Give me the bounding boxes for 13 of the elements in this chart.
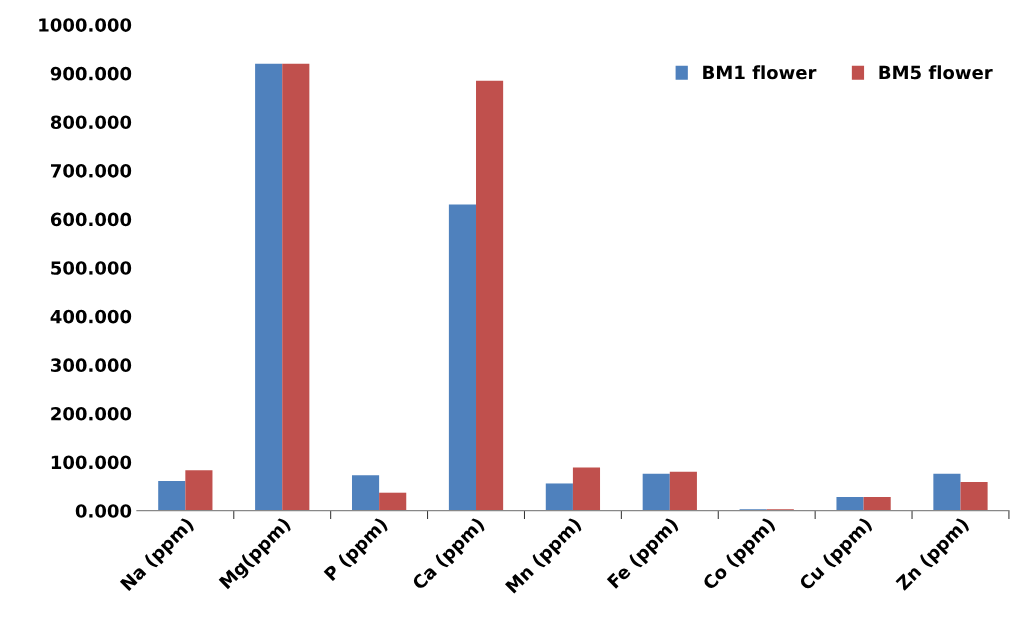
y-tick-label: 800.000 <box>50 115 132 130</box>
y-tick-label: 400.000 <box>50 309 132 324</box>
legend-label: BM5 flower <box>879 65 993 80</box>
y-tick-label: 0.000 <box>75 504 132 518</box>
y-tick-label: 300.000 <box>51 358 132 373</box>
legend-label: BM1 flower <box>703 65 817 80</box>
y-tick-label: 1000.000 <box>39 18 132 32</box>
y-tick-label: 700.000 <box>51 163 132 178</box>
y-tick-label: 900.000 <box>50 66 132 81</box>
y-tick-label: 600.000 <box>50 212 132 227</box>
y-tick-label: 500.000 <box>51 261 132 275</box>
y-tick-label: 200.000 <box>51 406 132 421</box>
y-tick-label: 100.000 <box>51 455 132 470</box>
